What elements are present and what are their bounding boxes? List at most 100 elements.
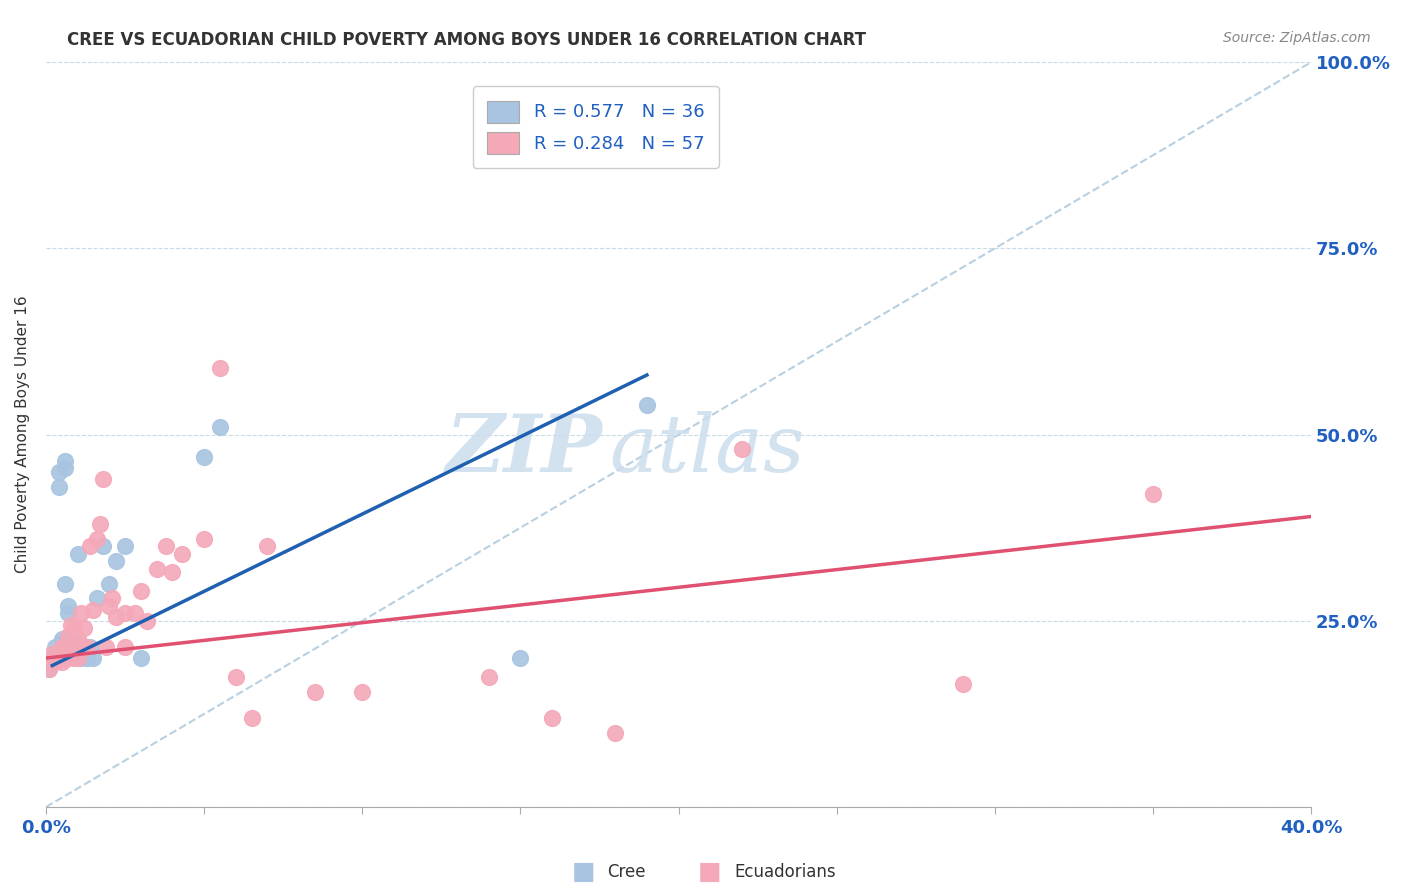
Point	[129, 584, 152, 599]
Text: atlas: atlas	[609, 410, 804, 488]
Point	[56, 607, 79, 621]
Point	[101, 591, 124, 606]
Point	[478, 670, 501, 684]
Point	[63, 621, 86, 635]
Point	[56, 651, 79, 665]
Point	[63, 640, 86, 654]
Point	[304, 684, 326, 698]
Point	[44, 655, 66, 669]
Point	[63, 651, 86, 665]
Point	[53, 651, 76, 665]
Text: CREE VS ECUADORIAN CHILD POVERTY AMONG BOYS UNDER 16 CORRELATION CHART: CREE VS ECUADORIAN CHILD POVERTY AMONG B…	[67, 31, 866, 49]
Y-axis label: Child Poverty Among Boys Under 16: Child Poverty Among Boys Under 16	[15, 296, 30, 574]
Text: ■: ■	[572, 861, 595, 884]
Point	[82, 602, 104, 616]
Point	[76, 651, 98, 665]
Point	[256, 539, 278, 553]
Point	[56, 640, 79, 654]
Point	[53, 640, 76, 654]
Point	[51, 632, 73, 647]
Point	[51, 640, 73, 654]
Point	[155, 539, 177, 553]
Point	[114, 607, 136, 621]
Point	[91, 472, 114, 486]
Point	[69, 651, 91, 665]
Text: ■: ■	[699, 861, 721, 884]
Text: Ecuadorians: Ecuadorians	[734, 863, 835, 881]
Point	[208, 420, 231, 434]
Point	[60, 640, 83, 654]
Point	[56, 629, 79, 643]
Point	[66, 651, 89, 665]
Point	[509, 651, 531, 665]
Point	[66, 636, 89, 650]
Point	[41, 655, 63, 669]
Point	[86, 591, 108, 606]
Legend: R = 0.577   N = 36, R = 0.284   N = 57: R = 0.577 N = 36, R = 0.284 N = 57	[472, 86, 718, 168]
Point	[63, 636, 86, 650]
Point	[170, 547, 193, 561]
Point	[60, 617, 83, 632]
Point	[91, 539, 114, 553]
Point	[952, 677, 974, 691]
Point	[48, 480, 70, 494]
Point	[48, 643, 70, 657]
Point	[44, 648, 66, 662]
Point	[114, 640, 136, 654]
Point	[44, 640, 66, 654]
Point	[63, 640, 86, 654]
Point	[69, 607, 91, 621]
Point	[66, 547, 89, 561]
Point	[94, 640, 117, 654]
Point	[51, 636, 73, 650]
Point	[79, 640, 101, 654]
Point	[51, 655, 73, 669]
Point	[240, 711, 263, 725]
Point	[352, 684, 374, 698]
Point	[53, 576, 76, 591]
Text: Source: ZipAtlas.com: Source: ZipAtlas.com	[1223, 31, 1371, 45]
Point	[41, 651, 63, 665]
Point	[86, 532, 108, 546]
Point	[51, 640, 73, 654]
Point	[69, 640, 91, 654]
Point	[136, 614, 159, 628]
Point	[114, 539, 136, 553]
Point	[129, 651, 152, 665]
Text: Cree: Cree	[607, 863, 645, 881]
Point	[145, 562, 167, 576]
Point	[53, 461, 76, 475]
Point	[56, 640, 79, 654]
Point	[193, 532, 215, 546]
Point	[104, 554, 127, 568]
Point	[104, 610, 127, 624]
Point	[636, 398, 658, 412]
Point	[73, 640, 96, 654]
Point	[66, 632, 89, 647]
Point	[41, 648, 63, 662]
Point	[98, 599, 121, 613]
Point	[48, 465, 70, 479]
Point	[82, 651, 104, 665]
Point	[89, 516, 111, 531]
Point	[98, 576, 121, 591]
Point	[541, 711, 564, 725]
Point	[53, 453, 76, 467]
Point	[193, 450, 215, 464]
Point	[76, 640, 98, 654]
Point	[60, 640, 83, 654]
Point	[731, 442, 754, 457]
Point	[60, 640, 83, 654]
Point	[208, 360, 231, 375]
Point	[124, 607, 146, 621]
Point	[225, 670, 247, 684]
Point	[73, 621, 96, 635]
Point	[162, 566, 184, 580]
Point	[79, 539, 101, 553]
Point	[1142, 487, 1164, 501]
Point	[56, 599, 79, 613]
Text: ZIP: ZIP	[446, 410, 603, 488]
Point	[44, 651, 66, 665]
Point	[605, 725, 627, 739]
Point	[38, 662, 60, 676]
